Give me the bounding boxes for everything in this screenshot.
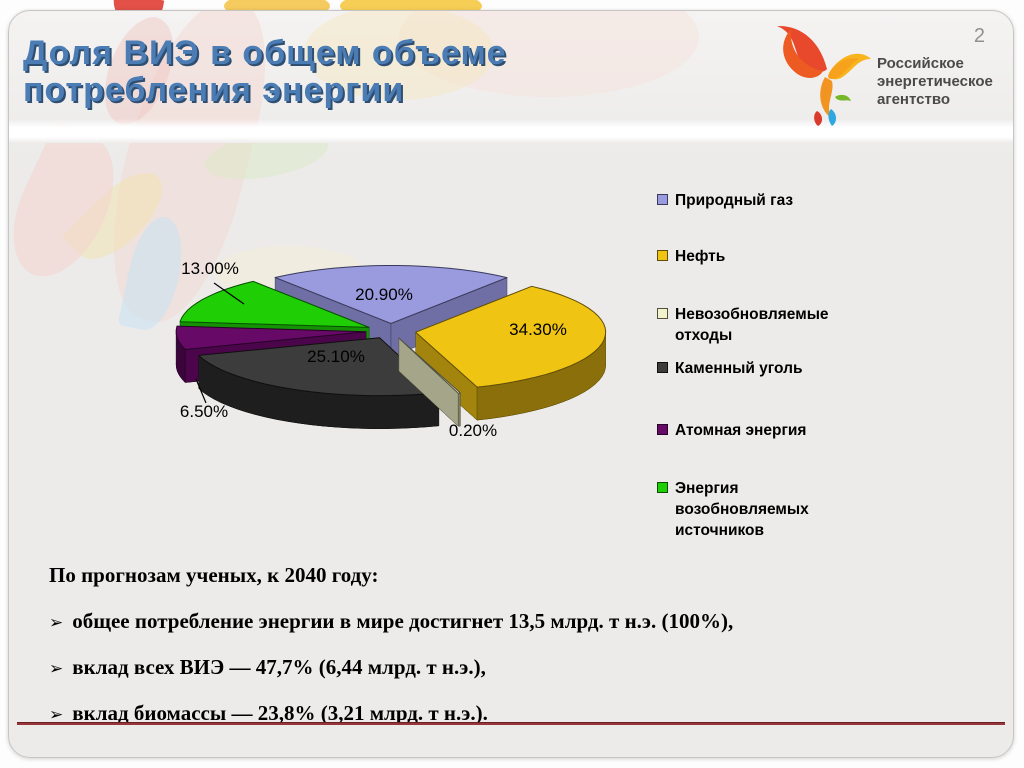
- svg-text:34.30%: 34.30%: [509, 320, 567, 339]
- legend-item: Природный газ: [657, 190, 857, 211]
- red-divider-line: [17, 722, 1005, 725]
- legend-label: Энергия возобновляемых источников: [675, 480, 809, 539]
- svg-text:25.10%: 25.10%: [307, 347, 365, 366]
- legend-swatch: [657, 250, 668, 261]
- svg-text:0.20%: 0.20%: [449, 421, 497, 440]
- svg-text:6.50%: 6.50%: [180, 402, 228, 421]
- legend-swatch: [657, 362, 668, 373]
- svg-text:20.90%: 20.90%: [355, 285, 413, 304]
- note-bullet-row: ➢ вклад биомассы — 23,8% (3,21 млрд. т н.…: [49, 701, 979, 726]
- firebird-logo-icon: [777, 25, 871, 126]
- bullet-arrow-icon: ➢: [49, 613, 64, 633]
- slide-card: Доля ВИЭ в общем объеме потребления энер…: [8, 10, 1014, 758]
- page-number: 2: [973, 25, 985, 47]
- legend-label: Нефть: [675, 248, 726, 265]
- decor-watermark-pink4: [9, 120, 134, 292]
- notes-intro: По прогнозам ученых, к 2040 году:: [49, 563, 379, 587]
- bullet-arrow-icon: ➢: [49, 705, 64, 725]
- legend-swatch: [657, 308, 668, 319]
- logo-text: Российское энергетическое агентство: [877, 55, 993, 109]
- logo-text-line2: энергетическое: [877, 73, 993, 90]
- note-bullet-row: ➢ вклад всех ВИЭ — 47,7% (6,44 млрд. т н.…: [49, 655, 979, 680]
- legend-swatch: [657, 482, 668, 493]
- page-title-line2: потребления энергии: [23, 71, 405, 109]
- page-title-line1: Доля ВИЭ в общем объеме: [23, 34, 507, 72]
- legend-item: Каменный уголь: [657, 358, 857, 379]
- pie-chart-svg: 20.90% 34.30% 0.20% 25.10% 6.50% 13.00%: [175, 259, 607, 440]
- legend-label: Природный газ: [675, 192, 794, 209]
- page-title: Доля ВИЭ в общем объеме потребления энер…: [23, 35, 507, 109]
- note-bullet-row: ➢ общее потребление энергии в мире достиг…: [49, 609, 979, 634]
- legend-label: Невозобновляемые отходы: [675, 306, 829, 344]
- legend-item: Нефть: [657, 246, 857, 267]
- note-text: вклад всех ВИЭ — 47,7% (6,44 млрд. т н.э…: [72, 655, 486, 679]
- pie-chart: 20.90% 34.30% 0.20% 25.10% 6.50% 13.00%: [131, 246, 631, 466]
- svg-text:13.00%: 13.00%: [181, 259, 239, 278]
- legend-item: Энергия возобновляемых источников: [657, 478, 857, 541]
- note-text: вклад биомассы — 23,8% (3,21 млрд. т н.э…: [72, 701, 488, 725]
- forecast-notes: По прогнозам ученых, к 2040 году: ➢ общее…: [49, 563, 979, 747]
- legend-swatch: [657, 424, 668, 435]
- bullet-arrow-icon: ➢: [49, 659, 64, 679]
- agency-logo: Российское энергетическое агентство: [765, 13, 1013, 131]
- chart-legend: Природный газ Нефть Невозобновляемые отх…: [649, 183, 874, 553]
- logo-text-line1: Российское: [877, 55, 964, 72]
- legend-label: Атомная энергия: [675, 422, 807, 439]
- header-divider: [9, 119, 1013, 143]
- logo-text-line3: агентство: [877, 91, 951, 108]
- note-text: общее потребление энергии в мире достигн…: [72, 609, 734, 633]
- legend-item: Атомная энергия: [657, 420, 857, 441]
- legend-label: Каменный уголь: [675, 360, 803, 377]
- legend-swatch: [657, 194, 668, 205]
- legend-item: Невозобновляемые отходы: [657, 304, 857, 346]
